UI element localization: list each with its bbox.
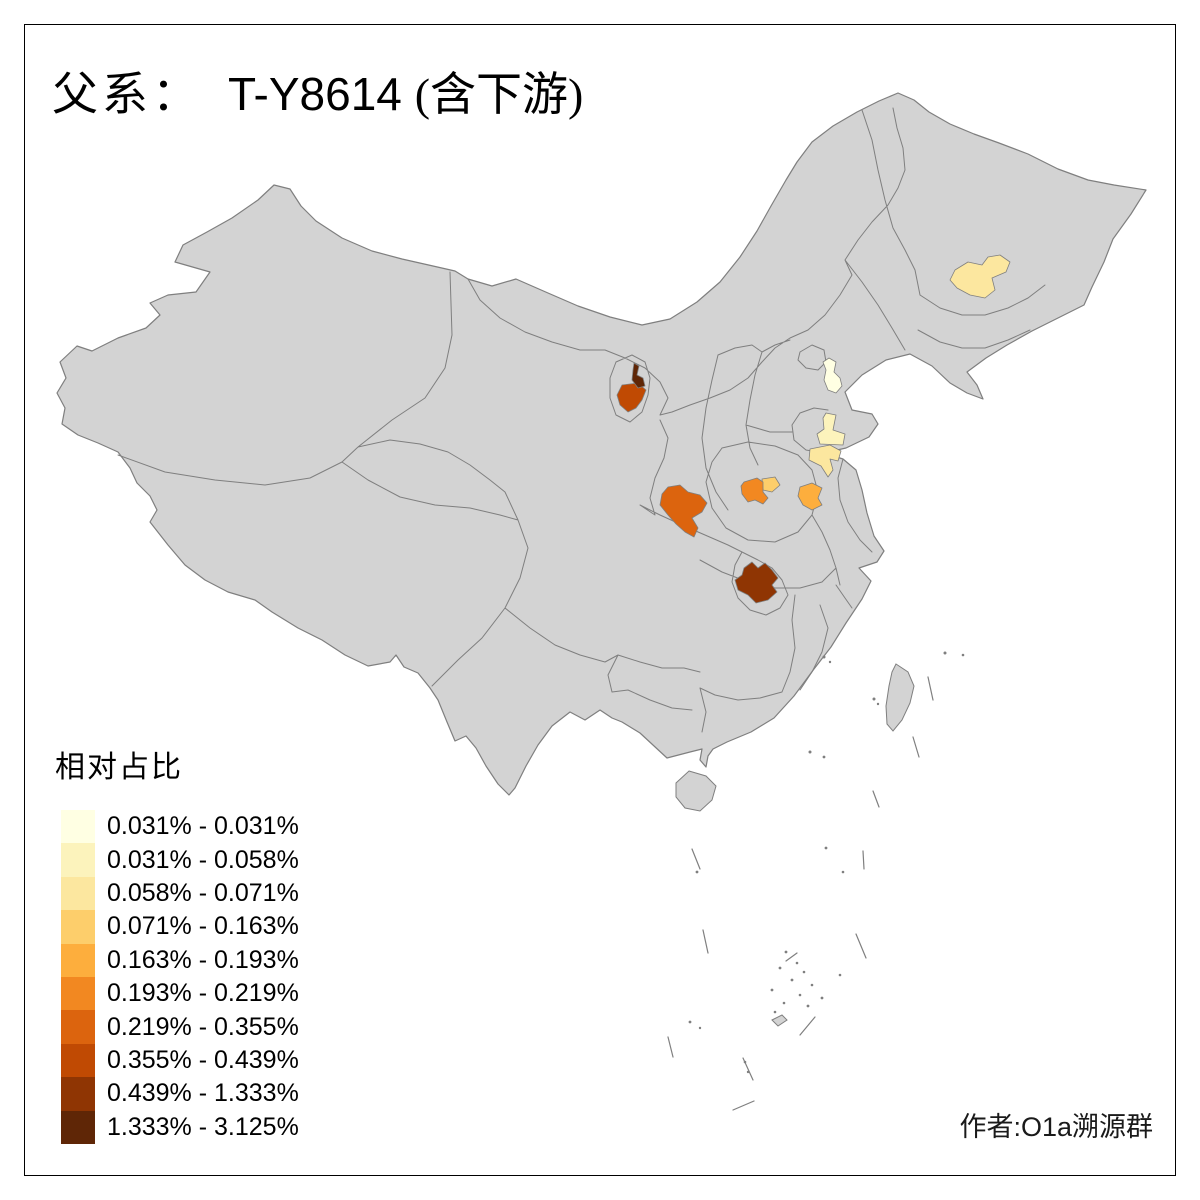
region-jining: [808, 444, 842, 478]
legend-row: 1.333% - 3.125%: [55, 1110, 299, 1144]
legend-row: 0.219% - 0.355%: [55, 1010, 299, 1044]
legend-title: 相对占比: [55, 751, 183, 784]
legend-label-10: 1.333% - 3.125%: [107, 1112, 299, 1141]
legend-label-3: 0.058% - 0.071%: [107, 878, 299, 907]
legend-swatch-3: [61, 876, 95, 911]
legend-label-9: 0.439% - 1.333%: [107, 1079, 299, 1108]
legend-swatch-6: [61, 976, 95, 1011]
legend-label-7: 0.219% - 0.355%: [107, 1012, 299, 1041]
map-legend: 相对占比 0.031% - 0.031% 0.031% - 0.058% 0.0…: [55, 742, 299, 1144]
islet-dots: [688, 651, 965, 1074]
legend-label-4: 0.071% - 0.163%: [107, 912, 299, 941]
region-tianjin: [822, 357, 843, 394]
legend-row: 0.193% - 0.219%: [55, 976, 299, 1011]
legend-row: 0.031% - 0.058%: [55, 843, 299, 877]
legend-row: 0.439% - 1.333%: [55, 1077, 299, 1111]
legend-swatch-4: [61, 910, 95, 944]
legend-row: 0.058% - 0.071%: [55, 876, 299, 911]
legend-row: 0.163% - 0.193%: [55, 943, 299, 977]
region-hanzhong: [659, 484, 708, 538]
legend-label-2: 0.031% - 0.058%: [107, 845, 299, 874]
legend-swatch-8: [61, 1043, 95, 1078]
page-title: 父系： T-Y8614 (含下游): [52, 58, 583, 124]
author-credit: 作者:O1a溯源群: [959, 1112, 1153, 1142]
sea-dash-lines: [667, 676, 934, 1111]
hainan-island: [675, 770, 717, 812]
title-cjk-prefix: 父系：: [52, 69, 202, 120]
legend-label-6: 0.193% - 0.219%: [107, 979, 299, 1008]
legend-row: 0.031% - 0.031%: [55, 810, 299, 844]
legend-row: 0.355% - 0.439%: [55, 1043, 299, 1078]
legend-label-8: 0.355% - 0.439%: [107, 1045, 299, 1074]
choropleth-regions: [616, 254, 1011, 604]
legend-swatch-7: [61, 1010, 95, 1044]
title-haplogroup: T-Y8614: [228, 68, 402, 120]
legend-swatch-10: [61, 1110, 95, 1144]
region-harbin: [949, 254, 1011, 299]
legend-label-5: 0.163% - 0.193%: [107, 945, 299, 974]
region-luoyang: [740, 477, 769, 505]
legend-swatch-2: [61, 843, 95, 877]
legend-row: 0.071% - 0.163%: [55, 910, 299, 944]
region-shangqiu: [797, 482, 823, 511]
legend-swatch-1: [61, 810, 95, 844]
title-cjk-suffix: (含下游): [414, 69, 584, 120]
region-jinan: [816, 412, 846, 446]
legend-label-1: 0.031% - 0.031%: [107, 812, 299, 841]
mainland-outline: [56, 92, 1147, 796]
legend-swatch-9: [61, 1077, 95, 1111]
legend-swatch-5: [61, 943, 95, 977]
taiwan-island: [885, 663, 915, 732]
region-ningxia-north: [631, 362, 646, 389]
south-sea-islet: [771, 1014, 788, 1027]
region-chongqing: [734, 561, 779, 604]
